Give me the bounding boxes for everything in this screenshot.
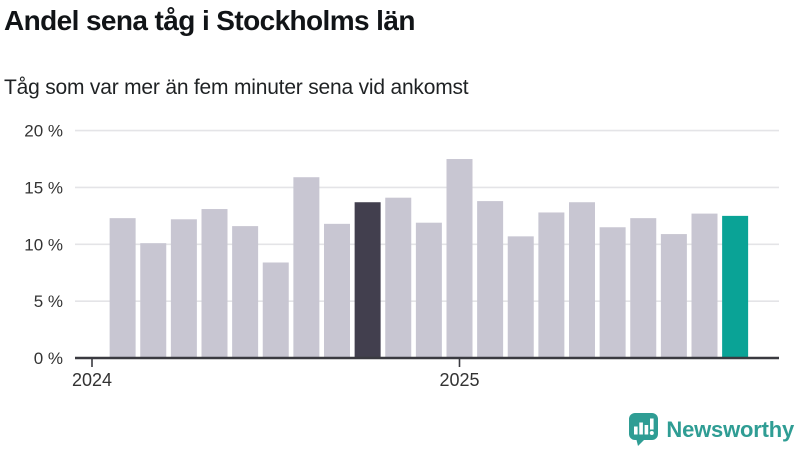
bar xyxy=(385,197,412,358)
bar xyxy=(140,243,167,358)
y-axis-label: 10 % xyxy=(24,235,63,254)
bar xyxy=(599,227,626,358)
bar xyxy=(660,234,687,358)
y-axis-label: 20 % xyxy=(24,122,63,141)
bar xyxy=(354,202,381,358)
page-subtitle: Tåg som var mer än fem minuter sena vid … xyxy=(4,76,469,99)
bar xyxy=(262,262,289,358)
newsworthy-brand-text: Newsworthy xyxy=(666,416,794,442)
y-axis-label: 15 % xyxy=(24,178,63,197)
bar xyxy=(691,213,718,358)
bar xyxy=(722,215,749,358)
y-axis-label: 5 % xyxy=(34,292,63,311)
bar xyxy=(630,218,657,358)
bar xyxy=(446,159,473,358)
bar xyxy=(569,202,595,358)
bar-chart: 0 % 5 % 10 % 15 % 20 % 2024 2025 xyxy=(24,122,779,390)
bar xyxy=(507,236,534,358)
page-title: Andel sena tåg i Stockholms län xyxy=(4,5,415,36)
bar xyxy=(201,209,228,358)
x-axis-label: 2025 xyxy=(439,370,479,390)
bar xyxy=(109,218,136,358)
bar xyxy=(538,212,565,358)
newsworthy-logo-icon xyxy=(629,413,659,446)
x-axis-label: 2024 xyxy=(72,370,112,390)
y-axis-label: 0 % xyxy=(34,349,63,368)
newsworthy-logo: Newsworthy xyxy=(628,412,794,447)
bar xyxy=(170,219,197,358)
bar xyxy=(324,223,350,358)
bar xyxy=(232,226,259,358)
bar xyxy=(293,177,320,358)
bar xyxy=(415,222,442,358)
bar xyxy=(477,201,504,358)
